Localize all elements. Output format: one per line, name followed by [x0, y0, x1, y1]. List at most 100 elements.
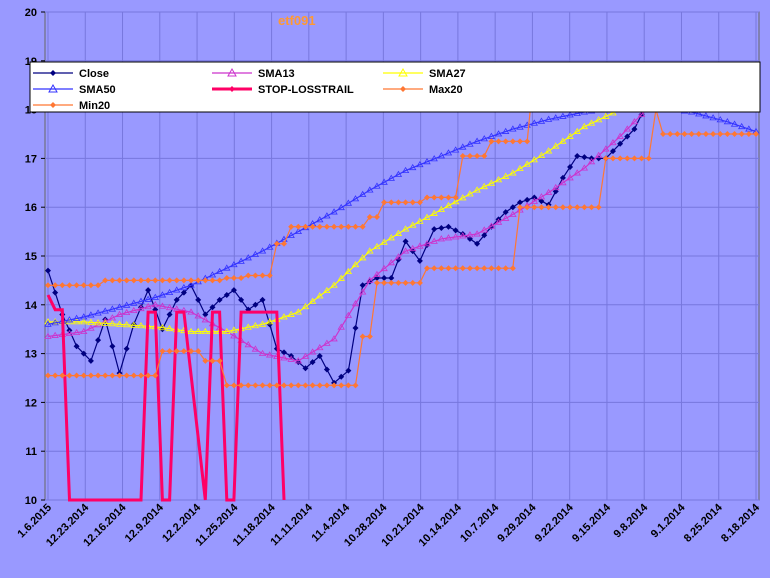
- series-line: [47, 86, 757, 362]
- data-point: [552, 114, 560, 121]
- data-point: [451, 198, 460, 205]
- data-point: [366, 186, 374, 193]
- data-point: [388, 274, 395, 281]
- legend-label: Close: [79, 68, 109, 80]
- data-point: [716, 116, 724, 123]
- data-point: [380, 238, 388, 245]
- data-point: [423, 158, 431, 165]
- data-point: [52, 289, 59, 296]
- data-point: [66, 282, 73, 289]
- data-point: [645, 155, 652, 162]
- legend-item: Close: [33, 68, 109, 80]
- y-tick-label: 16: [25, 202, 37, 214]
- data-point: [737, 122, 746, 130]
- data-point: [466, 265, 473, 272]
- data-point: [438, 265, 445, 272]
- data-point: [567, 163, 574, 170]
- data-point: [323, 382, 330, 389]
- data-point: [330, 335, 338, 342]
- data-point: [509, 169, 517, 176]
- data-point: [573, 109, 581, 116]
- data-point: [423, 213, 431, 220]
- data-point: [216, 357, 223, 364]
- data-point: [358, 190, 367, 197]
- data-point: [702, 131, 709, 137]
- data-point: [466, 152, 473, 159]
- data-point: [122, 301, 131, 308]
- data-point: [173, 296, 180, 303]
- data-point: [288, 382, 295, 389]
- data-point: [331, 382, 338, 389]
- data-point: [273, 240, 280, 247]
- data-point: [152, 372, 159, 379]
- data-point: [366, 276, 374, 283]
- data-point: [609, 139, 617, 146]
- data-point: [501, 214, 510, 221]
- series-line: [46, 294, 286, 502]
- data-point: [65, 316, 74, 323]
- data-point: [180, 289, 187, 296]
- data-point: [695, 131, 702, 137]
- data-point: [401, 247, 410, 254]
- data-point: [258, 349, 267, 356]
- x-tick-label: 9.29.2014: [495, 501, 539, 545]
- data-point: [451, 146, 460, 153]
- data-point: [681, 131, 688, 137]
- data-point: [509, 204, 516, 211]
- data-point: [409, 279, 416, 286]
- data-point: [209, 277, 216, 284]
- data-point: [130, 372, 137, 379]
- data-point: [580, 122, 589, 130]
- data-point: [301, 302, 310, 310]
- data-point: [544, 188, 553, 195]
- legend: Close SMA13 SMA27 SMA50 STOP-LOSSTRAIL Max20 M…: [29, 61, 761, 113]
- data-point: [59, 282, 66, 289]
- data-point: [288, 223, 295, 230]
- data-point: [330, 208, 338, 215]
- data-point: [223, 274, 230, 281]
- data-point: [494, 130, 503, 137]
- data-point: [702, 112, 710, 119]
- data-point: [187, 308, 195, 315]
- data-point: [409, 221, 417, 228]
- data-point: [559, 137, 567, 144]
- data-point: [338, 382, 345, 389]
- data-point: [466, 235, 473, 242]
- data-point: [287, 310, 295, 317]
- legend-item: SMA13: [212, 67, 295, 80]
- data-point: [616, 132, 624, 139]
- data-point: [401, 166, 410, 173]
- data-point: [359, 333, 366, 340]
- data-point: [202, 357, 209, 364]
- data-point: [717, 131, 724, 137]
- data-point: [215, 267, 224, 275]
- data-point: [559, 204, 566, 211]
- data-point: [524, 196, 531, 203]
- data-point: [444, 149, 453, 156]
- data-point: [452, 227, 459, 234]
- data-point: [80, 318, 88, 325]
- data-point: [137, 322, 145, 329]
- data-point: [323, 223, 330, 230]
- data-point: [437, 235, 446, 242]
- data-point: [73, 343, 80, 350]
- data-point: [352, 382, 359, 389]
- data-point: [588, 204, 595, 211]
- data-point: [345, 223, 352, 230]
- data-point: [252, 382, 259, 389]
- data-point: [466, 140, 474, 147]
- data-point: [102, 277, 109, 284]
- data-point: [509, 138, 516, 145]
- data-point: [109, 372, 116, 379]
- data-point: [595, 204, 602, 211]
- legend-item: Max20: [383, 84, 463, 96]
- data-point: [473, 137, 481, 144]
- data-point: [480, 135, 488, 142]
- data-point: [538, 204, 545, 211]
- data-point: [552, 204, 559, 211]
- data-point: [517, 199, 523, 206]
- data-point: [430, 209, 438, 216]
- data-point: [144, 302, 152, 310]
- data-point: [373, 270, 381, 277]
- data-point: [753, 131, 759, 137]
